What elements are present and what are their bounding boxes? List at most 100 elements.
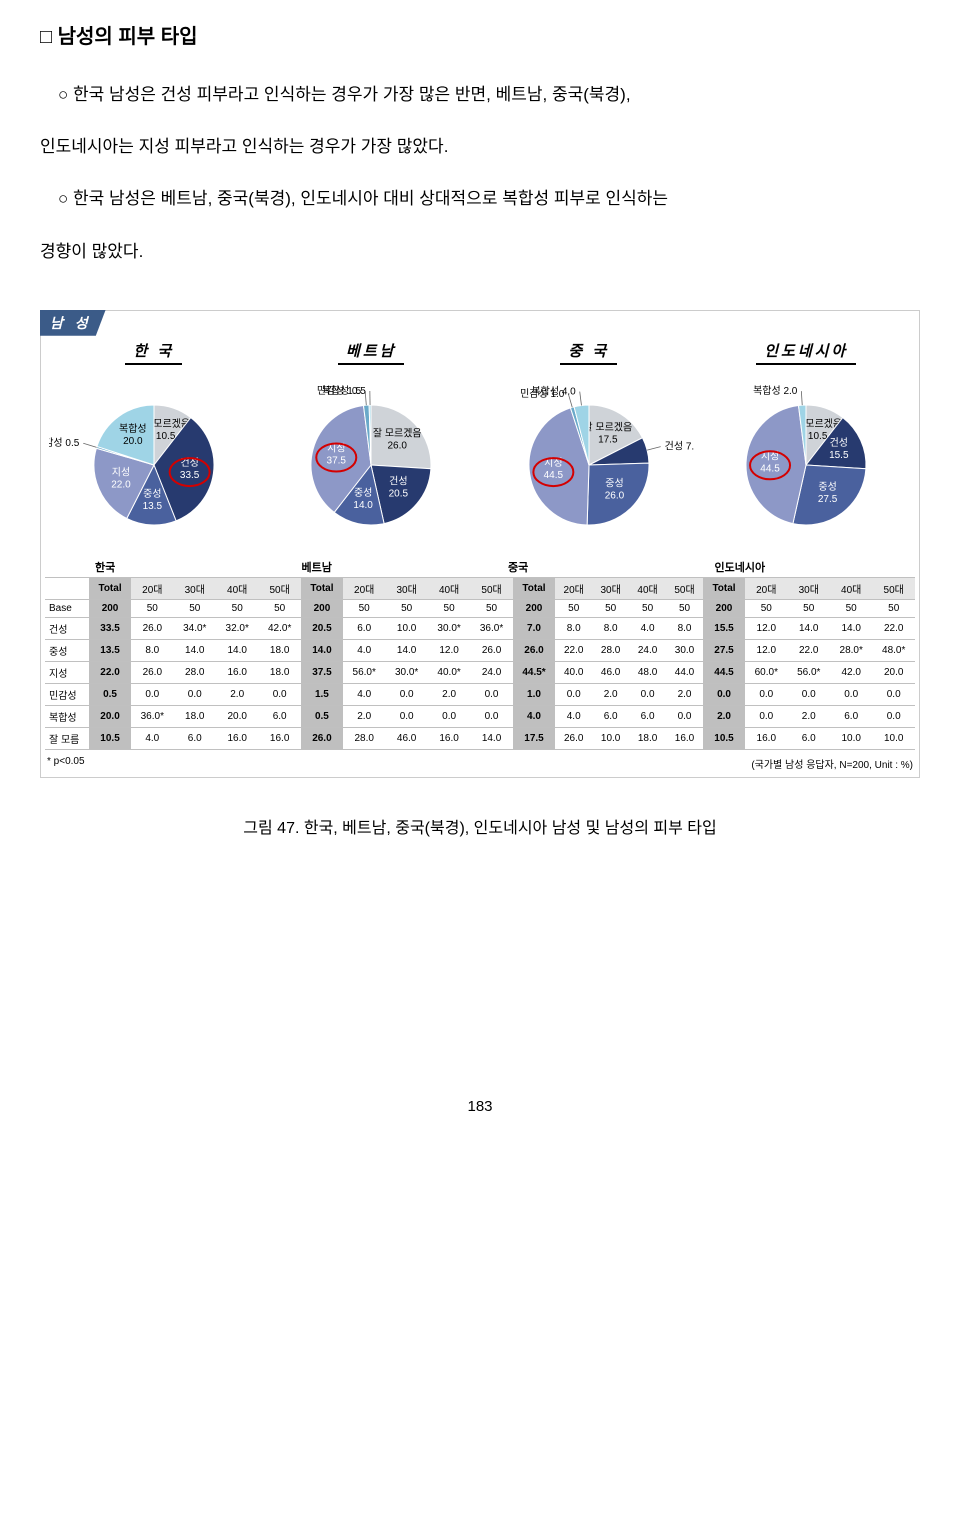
- table-col-header: Total: [703, 577, 745, 599]
- table-cell: 200: [301, 599, 343, 617]
- svg-text:37.5: 37.5: [327, 455, 347, 466]
- svg-text:33.5: 33.5: [180, 470, 200, 481]
- table-cell: 6.0: [592, 705, 629, 727]
- table-cell: 4.0: [131, 727, 173, 749]
- pie-title: 중 국: [560, 340, 617, 365]
- table-cell: 28.0: [174, 661, 216, 683]
- table-cell: 0.0: [385, 705, 427, 727]
- table-col-header: 50대: [872, 577, 915, 599]
- table-cell: 26.0: [131, 617, 173, 639]
- table-col-header: 50대: [666, 577, 703, 599]
- table-col-header: Total: [513, 577, 555, 599]
- table-cell: 0.5: [89, 683, 131, 705]
- table-cell: 0.0: [629, 683, 666, 705]
- table-cell: 20.0: [89, 705, 131, 727]
- table-cell: 22.0: [788, 639, 830, 661]
- footnote-right: (국가별 남성 응답자, N=200, Unit : %): [751, 756, 913, 771]
- table-cell: 0.0: [428, 705, 470, 727]
- table-cell: 4.0: [513, 705, 555, 727]
- table-col-header: 40대: [428, 577, 470, 599]
- figure-caption: 그림 47. 한국, 베트남, 중국(북경), 인도네시아 남성 및 남성의 피…: [40, 814, 920, 838]
- table-col-header: 40대: [629, 577, 666, 599]
- figure-tab-label: 남 성: [40, 310, 106, 336]
- table-cell: 14.0: [385, 639, 427, 661]
- table-cell: 50: [470, 599, 512, 617]
- table-cell: 6.0: [830, 705, 872, 727]
- table-cell: 50: [258, 599, 300, 617]
- table-footnote-row: * p<0.05 (국가별 남성 응답자, N=200, Unit : %): [41, 754, 919, 777]
- table-cell: 50: [872, 599, 915, 617]
- table-cell: 2.0: [216, 683, 258, 705]
- table-cell: 1.5: [301, 683, 343, 705]
- table-cell: 20.5: [301, 617, 343, 639]
- svg-text:잘 모르겠음: 잘 모르겠음: [583, 421, 632, 433]
- pie-chart: 한 국잘 모르겠음10.5건성33.5중성13.5지성22.0민감성 0.5복합…: [45, 340, 263, 549]
- table-cell: 8.0: [131, 639, 173, 661]
- table-col-header: Total: [301, 577, 343, 599]
- svg-text:15.5: 15.5: [829, 450, 849, 461]
- table-cell: 30.0*: [428, 617, 470, 639]
- table-cell: 10.0: [830, 727, 872, 749]
- table-cell: 50: [428, 599, 470, 617]
- table-row-header: Base: [45, 599, 89, 617]
- table-cell: 6.0: [343, 617, 385, 639]
- country-header-china: 중국: [502, 559, 709, 575]
- table-cell: 10.5: [89, 727, 131, 749]
- figure-block: 남 성 한 국잘 모르겠음10.5건성33.5중성13.5지성22.0민감성 0…: [40, 310, 920, 778]
- country-header-korea: 한국: [89, 559, 296, 575]
- table-col-header: 50대: [470, 577, 512, 599]
- table-cell: 7.0: [513, 617, 555, 639]
- table-col-header: 30대: [174, 577, 216, 599]
- table-cell: 46.0: [385, 727, 427, 749]
- table-cell: 18.0: [629, 727, 666, 749]
- pie-chart: 베트남잘 모르겠음26.0건성20.5중성14.0지성37.5민감성 1.5복합…: [263, 340, 481, 549]
- table-row-header: 잘 모름: [45, 727, 89, 749]
- table-cell: 46.0: [592, 661, 629, 683]
- table-cell: 27.5: [703, 639, 745, 661]
- table-cell: 2.0: [703, 705, 745, 727]
- table-cell: 40.0*: [428, 661, 470, 683]
- table-cell: 30.0: [666, 639, 703, 661]
- svg-text:복합성 2.0: 복합성 2.0: [753, 385, 798, 397]
- table-cell: 0.0: [703, 683, 745, 705]
- table-cell: 26.0: [555, 727, 592, 749]
- svg-text:44.5: 44.5: [543, 470, 563, 481]
- table-row-header: 민감성: [45, 683, 89, 705]
- table-cell: 50: [592, 599, 629, 617]
- table-cell: 200: [89, 599, 131, 617]
- table-cell: 0.0: [470, 683, 512, 705]
- table-cell: 34.0*: [174, 617, 216, 639]
- pie-chart: 인도네시아잘 모르겠음10.5건성15.5중성27.5지성44.5복합성 2.0: [698, 340, 916, 549]
- table-cell: 28.0: [343, 727, 385, 749]
- pie-title: 베트남: [338, 340, 404, 365]
- table-row-header: 건성: [45, 617, 89, 639]
- table-cell: 0.0: [258, 683, 300, 705]
- table-cell: 8.0: [666, 617, 703, 639]
- svg-text:26.0: 26.0: [388, 440, 408, 451]
- table-cell: 50: [629, 599, 666, 617]
- table-cell: 26.0: [513, 639, 555, 661]
- table-cell: 50: [745, 599, 787, 617]
- table-cell: 10.0: [385, 617, 427, 639]
- table-cell: 10.0: [872, 727, 915, 749]
- table-cell: 15.5: [703, 617, 745, 639]
- svg-text:44.5: 44.5: [761, 463, 781, 474]
- svg-text:20.0: 20.0: [123, 436, 143, 447]
- svg-text:27.5: 27.5: [818, 494, 838, 505]
- table-col-header: 40대: [830, 577, 872, 599]
- table-col-header: 20대: [131, 577, 173, 599]
- table-cell: 16.0: [666, 727, 703, 749]
- table-cell: 48.0: [629, 661, 666, 683]
- table-col-header: 40대: [216, 577, 258, 599]
- table-cell: 56.0*: [343, 661, 385, 683]
- table-cell: 0.0: [666, 705, 703, 727]
- table-cell: 6.0: [629, 705, 666, 727]
- paragraph-1a: 한국 남성은 건성 피부라고 인식하는 경우가 가장 많은 반면, 베트남, 중…: [40, 73, 920, 117]
- svg-text:13.5: 13.5: [142, 501, 162, 512]
- table-cell: 200: [703, 599, 745, 617]
- table-cell: 2.0: [788, 705, 830, 727]
- table-cell: 2.0: [343, 705, 385, 727]
- table-cell: 50: [788, 599, 830, 617]
- table-cell: 0.0: [470, 705, 512, 727]
- svg-text:중성: 중성: [143, 488, 161, 500]
